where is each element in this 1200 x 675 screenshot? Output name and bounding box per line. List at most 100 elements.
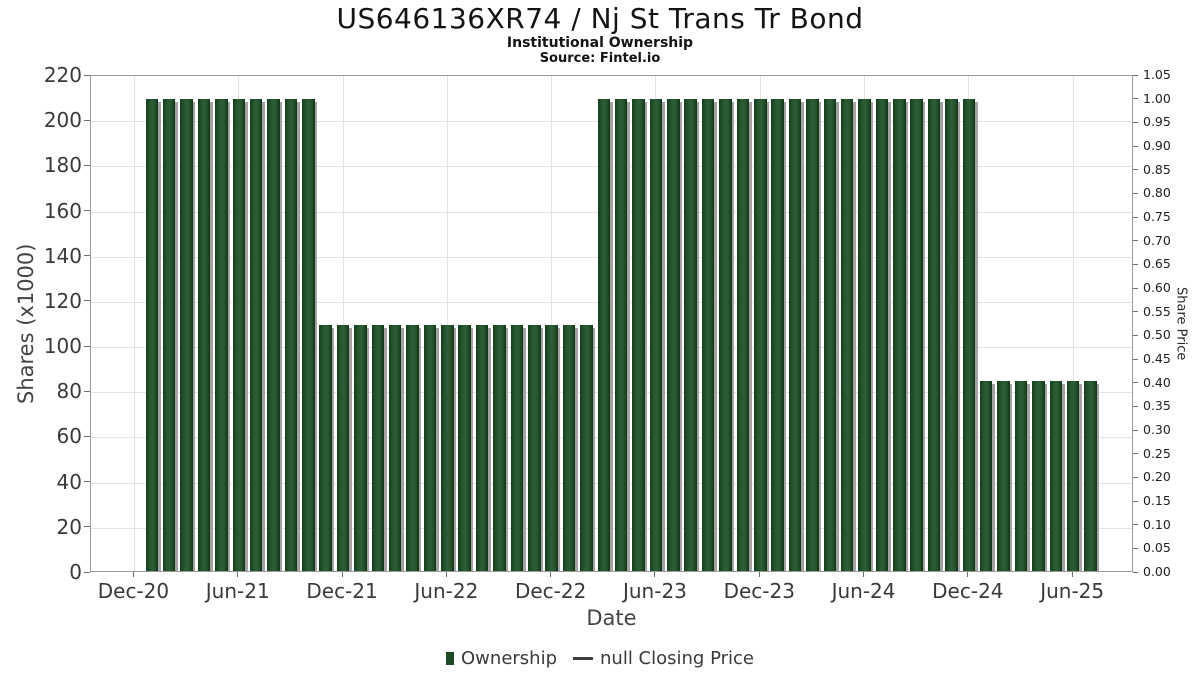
right-axis-tick xyxy=(1133,121,1138,123)
right-axis-tick-label: 0.00 xyxy=(1143,564,1171,579)
left-axis-tick-label: 160 xyxy=(43,198,82,223)
x-axis-tick-label: Dec-20 xyxy=(97,579,170,603)
right-axis-tick xyxy=(1133,358,1138,360)
ownership-bar xyxy=(1066,380,1080,571)
ownership-bar xyxy=(1032,380,1045,571)
ownership-bar xyxy=(510,324,524,571)
ownership-bar xyxy=(493,324,506,571)
x-axis-tick-label: Jun-23 xyxy=(622,579,687,603)
ownership-bar xyxy=(1014,380,1028,571)
ownership-bar xyxy=(997,380,1010,571)
right-axis-tick xyxy=(1133,382,1138,384)
chart-source-label: Source: Fintel.io xyxy=(539,51,661,66)
ownership-bar xyxy=(823,98,837,571)
right-axis-tick xyxy=(1133,547,1138,549)
right-axis-tick xyxy=(1133,453,1138,455)
right-axis-tick xyxy=(1133,145,1138,147)
ownership-bar xyxy=(979,380,993,571)
ownership-bar xyxy=(597,98,611,571)
right-axis-tick xyxy=(1133,192,1138,194)
left-axis-tick-label: 80 xyxy=(56,379,82,404)
ownership-bar xyxy=(754,98,767,571)
right-axis-tick xyxy=(1133,169,1138,171)
right-axis-tick xyxy=(1133,311,1138,313)
right-axis-tick-label: 0.55 xyxy=(1143,303,1171,319)
ownership-bar xyxy=(388,324,402,571)
ownership-bar xyxy=(684,98,697,571)
left-axis-tick-label: 100 xyxy=(43,334,82,359)
x-axis-tick-label: Jun-24 xyxy=(831,579,896,603)
right-axis-tick-label: 0.90 xyxy=(1143,138,1171,153)
right-axis-tick-label: 0.65 xyxy=(1143,256,1171,272)
left-axis-tick-label: 40 xyxy=(56,469,82,494)
right-axis-tick-label: 0.50 xyxy=(1143,327,1171,343)
closing-price-legend-label: null Closing Price xyxy=(600,647,754,669)
right-axis-tick-label: 0.60 xyxy=(1143,280,1171,295)
left-axis-tick xyxy=(84,210,90,212)
x-axis-tick xyxy=(1071,572,1073,577)
left-axis-tick xyxy=(84,345,90,347)
ownership-legend-label: Ownership xyxy=(461,647,558,669)
x-axis-tick xyxy=(654,572,656,577)
x-axis-tick xyxy=(132,572,134,577)
closing-price-series-marker-icon xyxy=(573,656,594,660)
right-axis-tick-label: 0.95 xyxy=(1143,114,1171,130)
left-axis-tick xyxy=(84,526,90,528)
ownership-bar xyxy=(667,98,680,571)
left-axis-tick xyxy=(84,164,90,166)
plot-area xyxy=(90,75,1133,572)
right-axis-tick xyxy=(1133,405,1138,407)
right-axis-tick xyxy=(1133,571,1138,573)
right-axis-tick-label: 0.85 xyxy=(1143,161,1171,177)
ownership-bar xyxy=(927,98,941,571)
ownership-bar xyxy=(840,98,854,571)
vertical-gridline xyxy=(551,76,553,571)
ownership-bar xyxy=(649,98,663,571)
x-axis-tick xyxy=(237,572,239,577)
right-axis-tick-label: 1.05 xyxy=(1143,67,1171,82)
left-axis-tick-label: 180 xyxy=(43,153,82,178)
right-axis-tick-label: 0.45 xyxy=(1143,351,1171,366)
right-axis-tick xyxy=(1133,500,1138,502)
ownership-bar xyxy=(215,98,228,571)
left-axis-tick xyxy=(84,571,90,573)
ownership-bar xyxy=(528,324,541,571)
ownership-bar xyxy=(1084,380,1097,571)
ownership-bar xyxy=(910,98,923,571)
ownership-bar xyxy=(858,98,871,571)
x-axis-tick xyxy=(550,572,552,577)
left-axis-tick-label: 140 xyxy=(43,243,82,268)
ownership-bar xyxy=(771,98,784,571)
right-axis-tick-label: 0.15 xyxy=(1143,493,1171,508)
ownership-bar xyxy=(562,324,576,571)
ownership-bar xyxy=(162,98,176,571)
right-axis-tick xyxy=(1133,334,1138,336)
ownership-bar xyxy=(719,98,732,571)
right-axis-tick xyxy=(1133,476,1138,478)
ownership-bar xyxy=(458,324,471,571)
vertical-gridline xyxy=(342,76,344,571)
ownership-bar xyxy=(1049,380,1063,571)
right-axis-tick-label: 0.05 xyxy=(1143,540,1171,556)
vertical-gridline xyxy=(446,76,448,571)
ownership-bar xyxy=(180,98,193,571)
ownership-bar xyxy=(614,98,628,571)
ownership-bar xyxy=(875,98,889,571)
ownership-bar xyxy=(806,98,819,571)
x-axis-tick-label: Jun-25 xyxy=(1040,579,1105,603)
ownership-bar xyxy=(423,324,437,571)
right-axis-tick xyxy=(1133,287,1138,289)
x-axis-tick-label: Jun-21 xyxy=(205,579,270,603)
left-axis-tick xyxy=(84,74,90,76)
ownership-bar xyxy=(197,98,211,571)
right-axis-tick-label: 0.30 xyxy=(1143,422,1171,437)
vertical-gridline xyxy=(133,76,135,571)
ownership-bar xyxy=(406,324,419,571)
ownership-bar xyxy=(354,324,367,571)
right-axis-tick xyxy=(1133,263,1138,265)
x-axis-tick-label: Dec-24 xyxy=(932,579,1004,603)
right-axis-tick xyxy=(1133,524,1138,526)
ownership-bar xyxy=(249,98,263,571)
right-axis-tick xyxy=(1133,429,1138,431)
left-axis-tick-label: 20 xyxy=(56,514,82,539)
